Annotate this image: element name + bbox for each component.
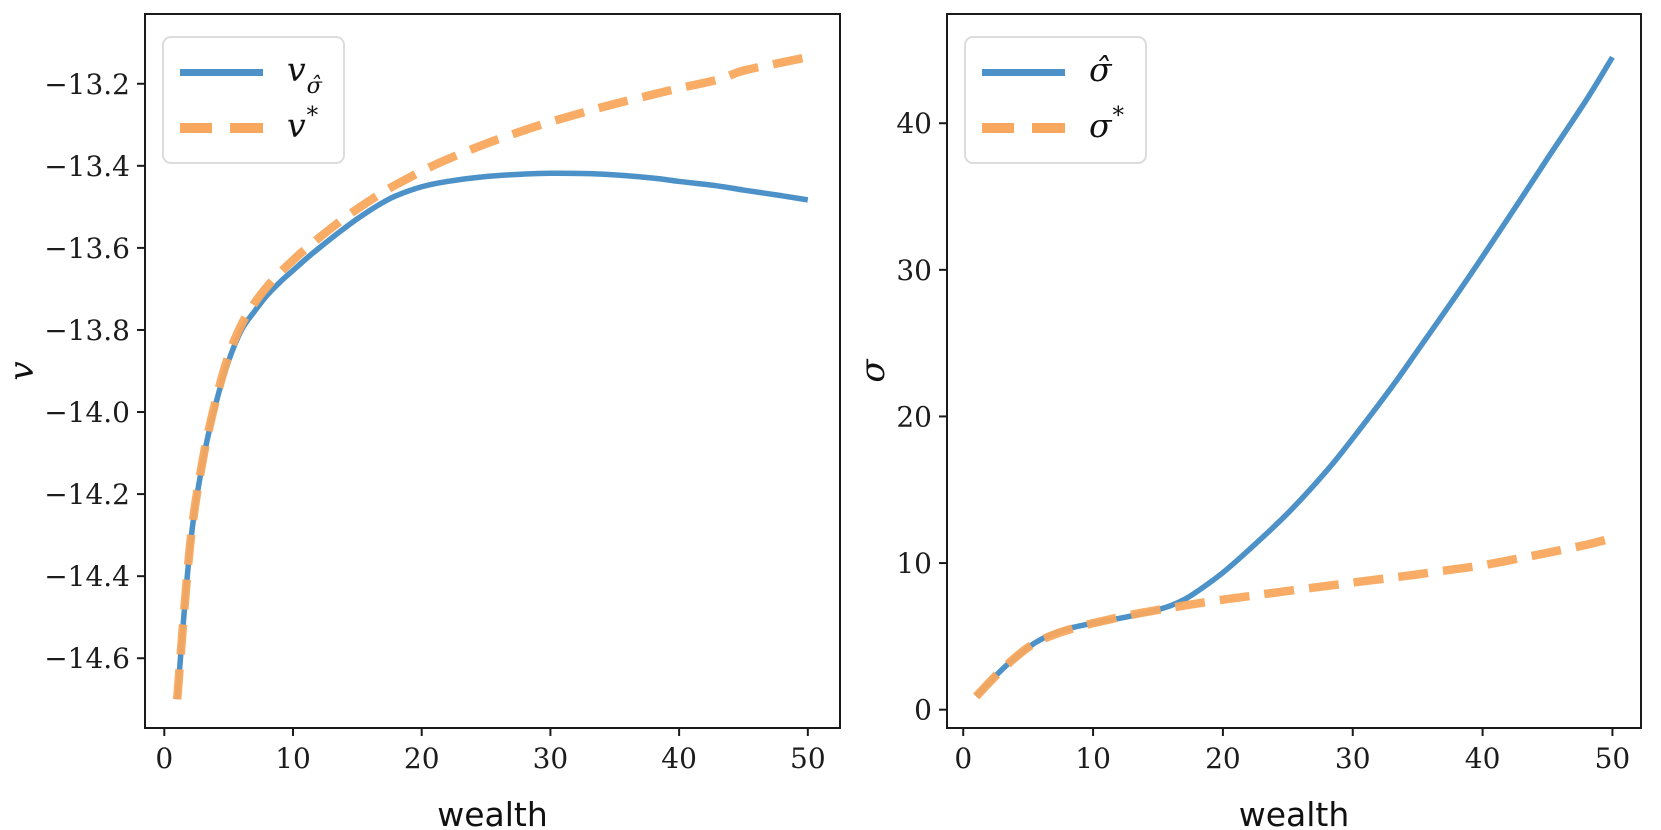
y-axis-label: v: [2, 361, 42, 380]
legend-left-panel: vσ̂ v*: [162, 36, 345, 164]
plot-border: [946, 13, 1642, 729]
y-tick-label: −13.2: [44, 68, 130, 101]
x-tick-label: 50: [1595, 742, 1631, 775]
y-axis-label: σ: [853, 359, 893, 383]
legend-line-sample-dashed: [982, 123, 1065, 133]
y-tick-label: −14.6: [44, 642, 130, 675]
x-tick-label: 40: [661, 742, 697, 775]
x-axis-label: wealth: [437, 795, 548, 830]
y-tick-label: −13.6: [44, 232, 130, 265]
y-tick-label: −14.0: [44, 396, 130, 429]
legend-line-sample-solid: [180, 68, 263, 76]
legend-label: σ̂: [1089, 49, 1112, 89]
series-line-sigma_star: [973, 534, 1614, 700]
series-line-v_star: [172, 52, 809, 700]
x-tick-label: 20: [404, 742, 440, 775]
legend-item: vσ̂: [180, 49, 322, 99]
legend-item: σ̂: [982, 52, 1123, 92]
x-tick-label: 0: [954, 742, 972, 775]
y-tick-label: −14.4: [44, 560, 130, 593]
y-tick-label: 20: [896, 400, 932, 433]
x-tick-label: 30: [533, 742, 569, 775]
y-tick-label: −13.4: [44, 150, 130, 183]
x-tick-label: 0: [155, 742, 173, 775]
series-line-v_sigma_hat: [174, 170, 809, 700]
x-tick-label: 10: [1075, 742, 1111, 775]
y-tick-label: −14.2: [44, 478, 130, 511]
series-line-sigma_hat: [974, 55, 1615, 699]
x-tick-label: 50: [790, 742, 826, 775]
x-tick-label: 10: [275, 742, 311, 775]
legend-item: v*: [180, 102, 321, 148]
y-tick-label: 0: [914, 694, 932, 727]
legend-label: vσ̂: [287, 49, 322, 99]
y-tick-label: 30: [896, 254, 932, 287]
y-tick-label: 10: [896, 547, 932, 580]
plot-border: [144, 13, 841, 729]
x-tick-label: 20: [1205, 742, 1241, 775]
legend-label: σ*: [1089, 102, 1125, 145]
legend-right-panel: σ̂ σ*: [964, 36, 1148, 164]
legend-label: v*: [287, 102, 319, 145]
x-tick-label: 40: [1465, 742, 1501, 775]
y-tick-label: 40: [896, 107, 932, 140]
y-tick-label: −13.8: [44, 314, 130, 347]
legend-line-sample-solid: [982, 68, 1065, 76]
x-tick-label: 30: [1335, 742, 1371, 775]
legend-item: σ*: [982, 102, 1125, 148]
x-axis-label: wealth: [1239, 795, 1350, 830]
legend-line-sample-dashed: [180, 123, 263, 133]
